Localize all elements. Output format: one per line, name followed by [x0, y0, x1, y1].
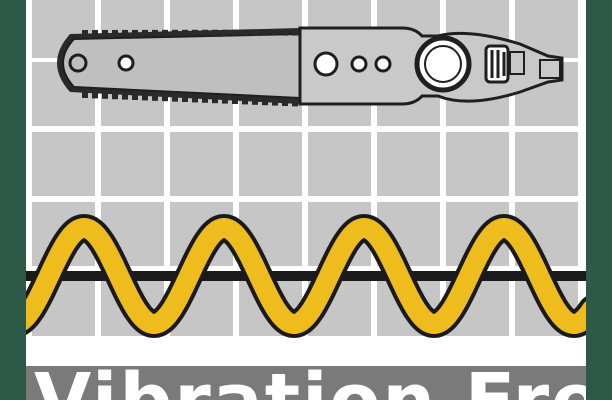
- frame-right-border: [586, 0, 612, 400]
- banner: Vibration Free: [26, 358, 612, 400]
- grid-tile: [239, 132, 302, 196]
- grid-tile: [446, 132, 509, 196]
- wave-baseline: [26, 271, 586, 281]
- grid-tile: [377, 132, 440, 196]
- grid-tile: [101, 132, 164, 196]
- chainsaw-bar-chain-icon: [57, 26, 564, 107]
- banner-text: Vibration Free: [34, 358, 612, 400]
- sine-wave-icon: [26, 214, 586, 338]
- grid-tile: [308, 132, 371, 196]
- grid-tile: [515, 132, 578, 196]
- grid-tile: [32, 132, 95, 196]
- grid-tile: [170, 132, 233, 196]
- frame-left-border: [0, 0, 26, 400]
